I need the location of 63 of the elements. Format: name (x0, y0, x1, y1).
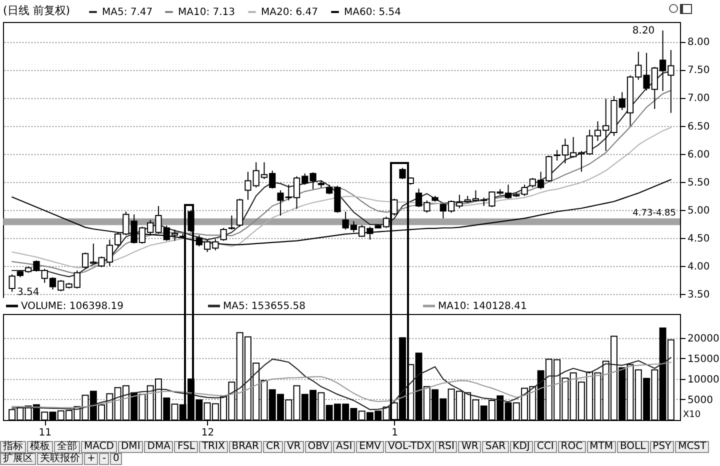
text: OBV (304, 441, 332, 453)
y-tick-label: 6.50 (688, 121, 710, 132)
text: + (84, 453, 98, 465)
text: EMV (356, 441, 384, 453)
text: 扩展区 (0, 453, 36, 465)
y-tick-label: 7.50 (688, 65, 710, 76)
text: 模板 (27, 441, 53, 453)
legend-label: MA20: 6.47 (261, 7, 318, 18)
text: FSL (174, 441, 198, 453)
text: TRIX (198, 441, 228, 453)
text: CCI (534, 441, 557, 453)
y-tick-label: 6.00 (688, 149, 710, 160)
y-tick-label: 5000 (688, 394, 713, 406)
annotation: 8.20 (632, 25, 655, 36)
band-label: 4.73-4.85 (632, 208, 676, 218)
text: ROC (558, 441, 586, 453)
text: RSI (435, 441, 458, 453)
legend-label: VOLUME: 106398.19 (21, 301, 124, 312)
y-tick-label: 10000 (688, 374, 720, 386)
text: X10 (683, 410, 701, 420)
text: MCST (675, 441, 710, 453)
text: MACD (81, 441, 117, 453)
text: PSY (650, 441, 674, 453)
y-tick-label: 5.50 (688, 177, 710, 188)
text: ASI (333, 441, 356, 453)
x-tick-label: 12 (201, 428, 214, 438)
text: VR (284, 441, 304, 453)
text: CR (263, 441, 283, 453)
legend-label: MA5: 7.47 (102, 7, 153, 18)
legend-label: MA5: 153655.58 (223, 301, 306, 312)
y-tick-label: 4.50 (688, 233, 710, 244)
text: BOLL (616, 441, 649, 453)
legend-label: MA10: 7.13 (178, 7, 236, 18)
y-tick-label: 4.00 (688, 262, 710, 273)
text: MTM (586, 441, 616, 453)
text: - (99, 453, 109, 465)
y-tick-label: 7.00 (688, 93, 710, 104)
y-tick-label: 20000 (688, 333, 720, 344)
chart-title: (日线 前复权) (3, 4, 70, 17)
text: KDJ (510, 441, 533, 453)
text: WR (458, 441, 482, 453)
x-tick-label: 11 (38, 428, 52, 438)
y-tick-label: 3.50 (688, 290, 710, 301)
y-tick-label: 15000 (688, 354, 720, 365)
text: DMI (118, 441, 144, 453)
candlestick (228, 215, 235, 230)
y-tick-label: 5.00 (688, 205, 710, 216)
candlestick (521, 184, 528, 196)
text: 关联报价 (37, 453, 83, 465)
x-tick-label: 1 (392, 428, 398, 438)
candlestick (399, 167, 406, 180)
legend-label: MA10: 140128.41 (438, 301, 527, 312)
text: BRAR (228, 441, 262, 453)
text: DMA (144, 441, 174, 453)
y-tick-label: 8.00 (688, 37, 710, 48)
candlestick (220, 227, 227, 242)
text: 全部 (54, 441, 80, 453)
text: SAR (482, 441, 509, 453)
text: VOL-TDX (384, 441, 434, 453)
text: 0 (110, 453, 122, 465)
legend-label: MA60: 5.54 (344, 7, 402, 18)
annotation: 3.54 (16, 286, 40, 298)
text: 指标 (0, 441, 26, 453)
